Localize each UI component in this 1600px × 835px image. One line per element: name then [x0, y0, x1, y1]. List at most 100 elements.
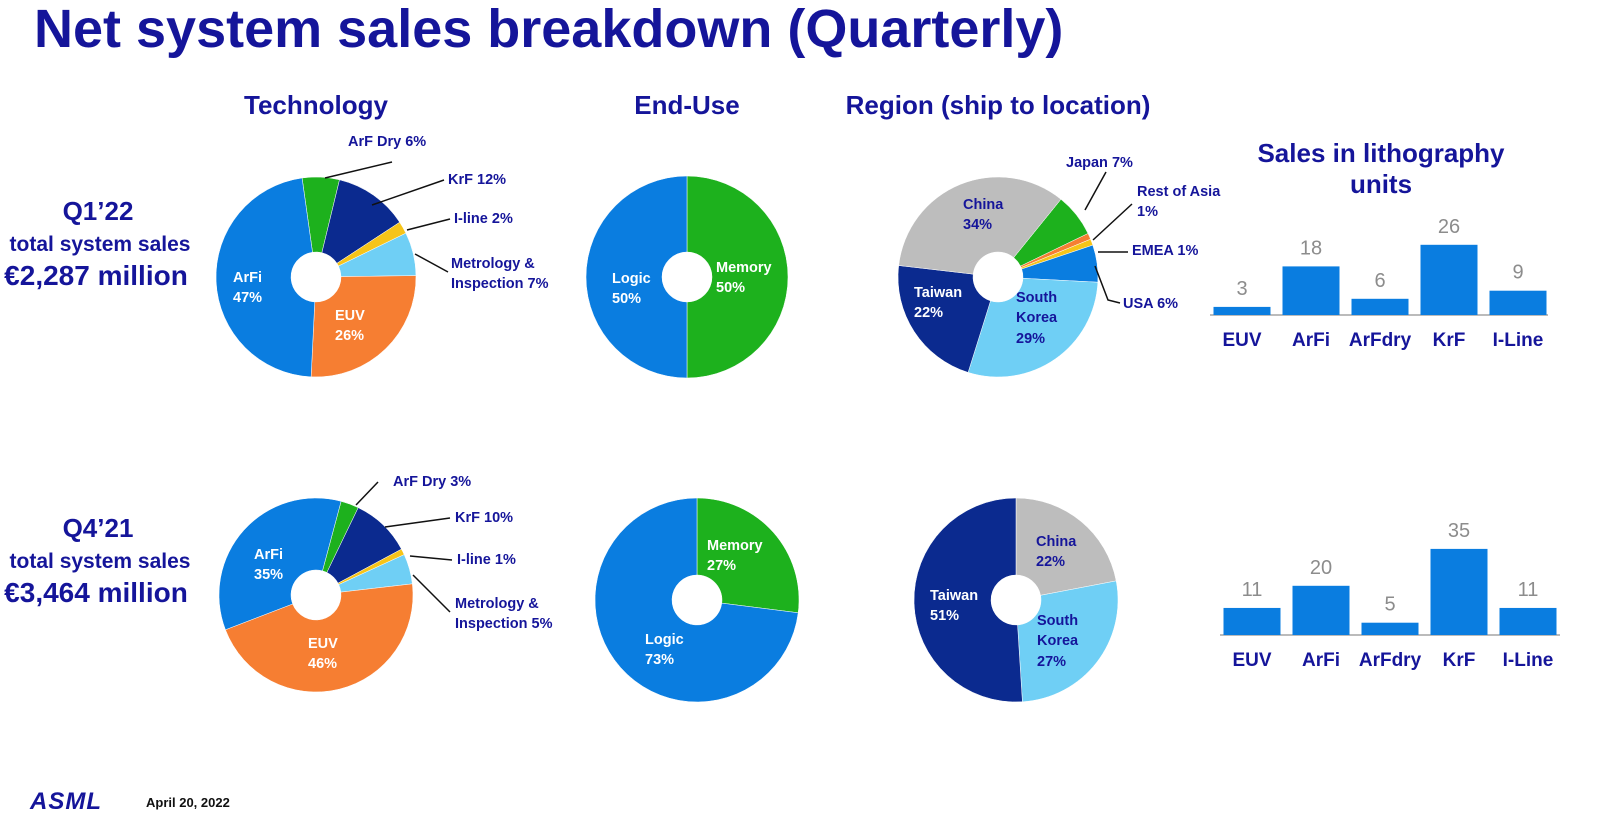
slice-name: South Korea [1016, 290, 1058, 327]
slice-value: 6% [405, 134, 427, 150]
bar-category: ArFdry [1359, 650, 1422, 671]
slide-title: Net system sales breakdown (Quarterly) [34, 0, 1064, 59]
slice-value: 2% [491, 211, 513, 227]
bar-category: ArFdry [1349, 330, 1412, 351]
pie-slice [594, 497, 799, 703]
slice-name: ArFi [233, 270, 262, 286]
pie-slice [898, 176, 1062, 275]
pie-slice [585, 175, 688, 379]
leader-line [371, 179, 445, 206]
slice-value: 1% [1177, 243, 1199, 259]
units-title: Sales in lithography units [1257, 138, 1505, 200]
slice-name: I-line [454, 211, 488, 227]
slice-name: China [963, 197, 1004, 213]
slice-label: I-line 2% [454, 209, 513, 229]
slice-value: 50% [716, 280, 746, 297]
pie-slice [225, 583, 414, 693]
slice-label: KrF 10% [455, 508, 513, 528]
slice-name: China [1036, 534, 1077, 550]
bar-value: 26 [1438, 216, 1460, 238]
bar [1489, 290, 1547, 315]
pie-slice [967, 278, 1099, 378]
bar-value: 9 [1512, 262, 1523, 284]
bar-category: EUV [1232, 650, 1271, 671]
bar-category: ArFi [1292, 330, 1330, 351]
slice-name: Metrology & Inspection [455, 596, 539, 633]
slice-label: Logic 73% [645, 630, 684, 671]
slice-value: 12% [477, 172, 507, 188]
slice-value: 47% [233, 290, 263, 307]
bar-category: KrF [1433, 330, 1466, 351]
slice-label: Logic 50% [612, 269, 651, 310]
slice-value: 10% [484, 510, 514, 526]
slice-label: ArF Dry 3% [393, 472, 471, 492]
slice-value: 35% [254, 567, 284, 584]
slice-name: KrF [448, 172, 473, 188]
leader-line [409, 555, 453, 561]
bar-value: 11 [1518, 579, 1539, 601]
slice-label: ArF Dry 6% [348, 132, 426, 152]
slice-value: 22% [1036, 554, 1066, 571]
leader-line [1092, 203, 1133, 241]
slice-name: Memory [707, 538, 763, 554]
slice-value: 22% [914, 305, 944, 322]
slice-value: 51% [930, 608, 960, 625]
slice-label: I-line 1% [457, 550, 516, 570]
slice-name: South Korea [1037, 613, 1079, 650]
pie-slice [686, 175, 789, 379]
bar-category: I-Line [1493, 330, 1544, 351]
leader-line [1084, 171, 1107, 211]
sales-amount: €2,287 million [4, 260, 188, 291]
slice-name: I-line [457, 552, 491, 568]
bar [1292, 585, 1350, 635]
slice-name: EUV [335, 308, 365, 324]
slice-value: 7% [527, 276, 549, 293]
pie-slice [913, 497, 1023, 703]
slice-value: 50% [612, 291, 642, 308]
column-title: Technology [244, 90, 388, 120]
bar-category: EUV [1222, 330, 1261, 351]
slice-label: Japan 7% [1066, 153, 1133, 173]
bar [1282, 266, 1340, 315]
slice-name: Taiwan [930, 588, 979, 604]
leader-line [355, 481, 379, 506]
slice-name: Memory [716, 260, 772, 276]
bar [1430, 548, 1488, 635]
slice-value: 73% [645, 652, 675, 669]
bar [1223, 607, 1281, 635]
pie-slice [897, 265, 991, 373]
slice-value: 7% [1111, 155, 1133, 171]
leader-line [406, 218, 451, 231]
bar-value: 20 [1310, 557, 1332, 579]
slice-name: Logic [612, 271, 651, 287]
slice-label: USA 6% [1123, 294, 1178, 314]
pie-slice [310, 275, 417, 378]
slice-label: Metrology & Inspection 5% [455, 594, 580, 635]
slice-value: 3% [450, 474, 472, 490]
bar-category: KrF [1443, 650, 1476, 671]
slice-name: Logic [645, 632, 684, 648]
slice-label: China 22% [1036, 532, 1076, 573]
slice-value: 5% [531, 616, 553, 633]
slice-name: Taiwan [914, 285, 963, 301]
pie-slice [696, 497, 800, 614]
slice-label: EUV 46% [308, 634, 338, 675]
leader-line [414, 253, 449, 273]
slice-name: Japan [1066, 155, 1108, 171]
quarter: Q4’21 [62, 513, 134, 543]
pie-slice [215, 177, 316, 378]
slice-name: EUV [308, 636, 338, 652]
bar [1499, 607, 1557, 635]
slice-name: USA [1123, 296, 1154, 312]
slice-label: EUV 26% [335, 306, 365, 347]
slice-label: ArFi 35% [254, 545, 283, 586]
slice-label: South Korea 29% [1016, 288, 1068, 349]
slice-label: Memory 50% [716, 258, 772, 299]
quarter: Q1’22 [62, 196, 134, 226]
slice-label: China 34% [963, 195, 1003, 236]
slice-value: 6% [1157, 296, 1179, 312]
slice-value: 26% [335, 328, 365, 345]
leader-line [324, 161, 393, 179]
